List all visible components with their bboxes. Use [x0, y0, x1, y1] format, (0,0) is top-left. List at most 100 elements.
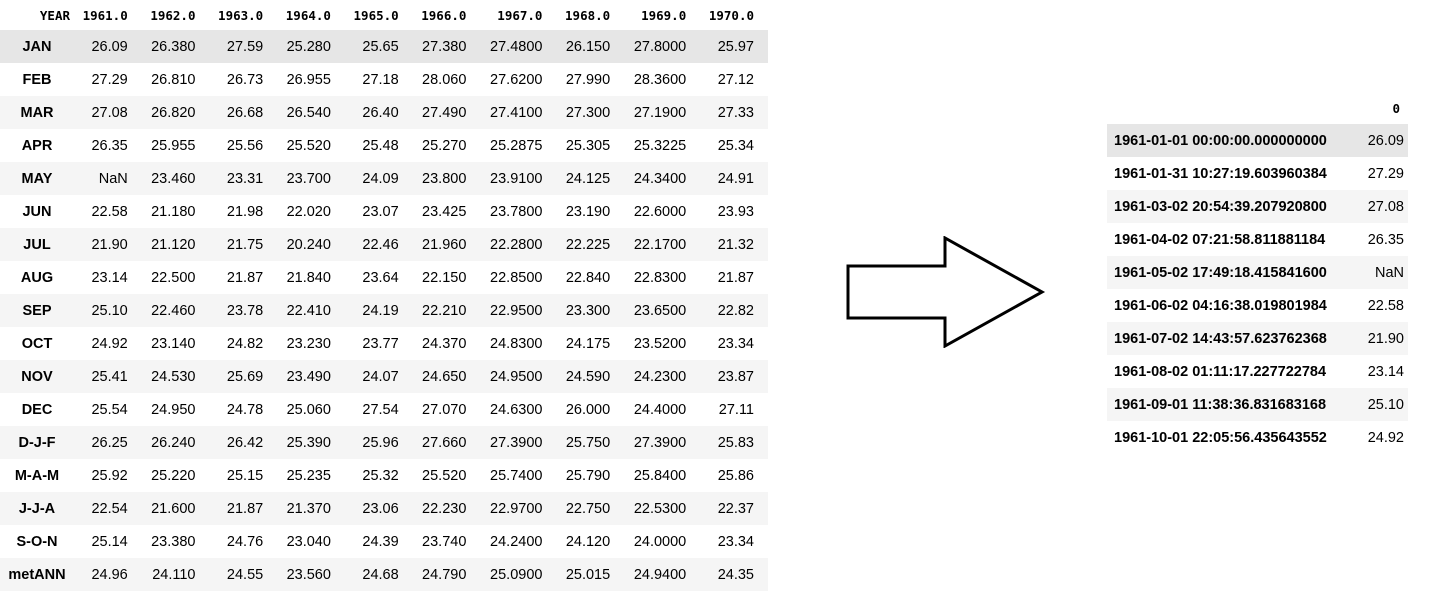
table-cell: 27.990: [565, 71, 611, 88]
table-cell: 25.520: [286, 137, 331, 154]
table-cell: 22.230: [422, 500, 467, 517]
table-cell: 24.55: [226, 566, 264, 583]
arrow-graphic: [846, 235, 1046, 349]
timestamp-index: 1961-09-01 11:38:36.831683168: [1114, 396, 1327, 413]
table-cell: 22.150: [422, 269, 467, 286]
table-cell: 26.35: [91, 137, 128, 154]
table-row: D-J-F 26.25 26.240 26.42 25.390 25.96 27.660 27…: [0, 426, 768, 459]
table-cell: 22.54: [91, 500, 128, 517]
table-body: 1961-01-01 00:00:00.000000000 26.09 1961-0…: [1107, 124, 1408, 454]
table-cell: 22.9500: [490, 302, 543, 319]
table-cell: 28.060: [422, 71, 467, 88]
table-cell: 24.950: [151, 401, 196, 418]
table-cell: 25.305: [565, 137, 611, 154]
table-cell: 23.77: [362, 335, 399, 352]
table-cell: 24.650: [422, 368, 467, 385]
table-cell: 27.33: [717, 104, 754, 121]
table-cell: 27.3900: [633, 434, 687, 451]
table-cell: 22.46: [362, 236, 399, 253]
monthly-temperature-table: YEAR 1961.0 1962.0 1963.0 1964.0 1965.0 1966.…: [0, 7, 768, 583]
table-cell: 21.840: [286, 269, 331, 286]
table-cell: 22.58: [91, 203, 128, 220]
table-cell: 27.380: [422, 38, 467, 55]
table-row: JUN 22.58 21.180 21.98 22.020 23.07 23.425 23.7…: [0, 195, 768, 228]
year-column-header: 1962.0: [150, 7, 196, 23]
table-cell: 23.07: [362, 203, 399, 220]
table-row: 1961-03-02 20:54:39.207920800 27.08: [1107, 190, 1408, 223]
year-column-header: 1968.0: [565, 7, 611, 23]
row-label: NOV: [21, 368, 53, 385]
table-cell: 23.78: [226, 302, 264, 319]
row-label: S-O-N: [16, 533, 58, 550]
table-cell: 27.4800: [490, 38, 543, 55]
table-header-row: 0: [1107, 92, 1408, 124]
table-cell: 25.280: [286, 38, 331, 55]
table-cell: 21.32: [717, 236, 754, 253]
table-cell: 24.590: [565, 368, 611, 385]
table-cell: 21.87: [717, 269, 754, 286]
table-cell: 21.75: [226, 236, 264, 253]
table-cell: 24.8300: [490, 335, 543, 352]
table-cell: 22.460: [151, 302, 196, 319]
year-column-header: 1967.0: [497, 7, 543, 23]
table-cell: 22.410: [286, 302, 331, 319]
table-row: MAY NaN 23.460 23.31 23.700 24.09 23.800 23.910…: [0, 162, 768, 195]
right-arrow-icon: [846, 235, 1046, 349]
table-cell: 22.37: [717, 500, 754, 517]
table-row: JAN 26.09 26.380 27.59 25.280 25.65 27.380 27.4…: [0, 30, 768, 63]
table-row: 1961-08-02 01:11:17.227722784 23.14: [1107, 355, 1408, 388]
table-cell: 25.235: [286, 467, 331, 484]
table-cell: 25.83: [717, 434, 754, 451]
table-cell: 25.10: [1367, 396, 1404, 413]
table-row: 1961-06-02 04:16:38.019801984 22.58: [1107, 289, 1408, 322]
row-label: DEC: [21, 401, 53, 418]
table-cell: 26.42: [226, 434, 264, 451]
table-cell: 24.4000: [633, 401, 687, 418]
table-cell: 21.960: [422, 236, 467, 253]
table-cell: 23.800: [422, 170, 467, 187]
table-row: 1961-10-01 22:05:56.435643552 24.92: [1107, 421, 1408, 454]
row-label: JAN: [22, 38, 52, 55]
table-cell: 25.97: [717, 38, 754, 55]
table-cell: 26.955: [286, 71, 331, 88]
table-cell: 23.460: [151, 170, 196, 187]
table-cell: 25.96: [362, 434, 399, 451]
year-column-header: 1966.0: [421, 7, 467, 23]
row-label: D-J-F: [18, 434, 56, 451]
table-cell: 21.180: [151, 203, 196, 220]
table-cell: 25.2875: [490, 137, 543, 154]
table-row: NOV 25.41 24.530 25.69 23.490 24.07 24.650 24.9…: [0, 360, 768, 393]
row-label: MAR: [20, 104, 54, 121]
table-row: J-J-A 22.54 21.600 21.87 21.370 23.06 22.230 22…: [0, 492, 768, 525]
table-cell: 21.600: [151, 500, 196, 517]
table-cell: 25.390: [286, 434, 331, 451]
table-cell: 24.9400: [633, 566, 687, 583]
table-cell: 28.3600: [633, 71, 687, 88]
table-cell: 23.5200: [633, 335, 687, 352]
table-cell: 23.425: [422, 203, 467, 220]
table-cell: 24.92: [91, 335, 128, 352]
table-cell: 26.000: [565, 401, 611, 418]
table-cell: 21.87: [226, 269, 264, 286]
table-cell: 27.3900: [490, 434, 543, 451]
table-cell: 24.09: [362, 170, 399, 187]
table-cell: 23.93: [717, 203, 754, 220]
table-cell: 26.73: [226, 71, 264, 88]
table-cell: 26.380: [151, 38, 196, 55]
table-row: APR 26.35 25.955 25.56 25.520 25.48 25.270 25.2…: [0, 129, 768, 162]
timestamp-index: 1961-05-02 17:49:18.415841600: [1114, 264, 1327, 281]
table-cell: 25.65: [362, 38, 399, 55]
table-cell: 23.14: [91, 269, 128, 286]
table-cell: 24.0000: [633, 533, 687, 550]
table-cell: 27.29: [91, 71, 128, 88]
table-cell: 23.6500: [633, 302, 687, 319]
table-cell: 24.82: [226, 335, 264, 352]
table-cell: 23.490: [286, 368, 331, 385]
table-cell: 24.07: [362, 368, 399, 385]
table-cell: 24.19: [362, 302, 399, 319]
table-cell: 25.54: [91, 401, 128, 418]
table-cell: 24.370: [422, 335, 467, 352]
table-cell: 24.125: [565, 170, 611, 187]
table-cell: 27.54: [362, 401, 399, 418]
table-row: MAR 27.08 26.820 26.68 26.540 26.40 27.490 27.4…: [0, 96, 768, 129]
